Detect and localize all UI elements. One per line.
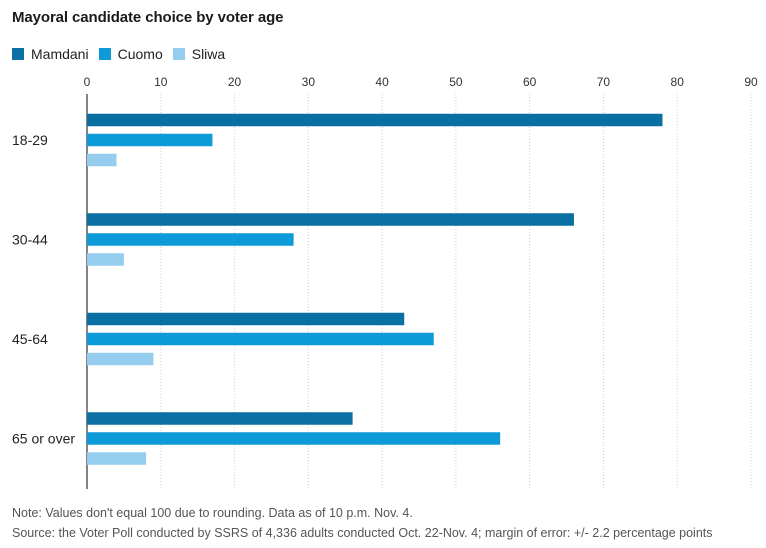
legend-swatch-sliwa	[172, 48, 185, 60]
category-label-65-or-over: 65 or over	[12, 431, 75, 447]
x-tick-label-10: 10	[154, 75, 168, 89]
bar-sliwa-18-29	[87, 153, 117, 167]
x-tick-label-40: 40	[375, 75, 389, 89]
category-label-45-64: 45-64	[12, 331, 48, 347]
bar-sliwa-30-44	[87, 253, 124, 266]
category-label-18-29: 18-29	[12, 132, 48, 148]
x-tick-label-90: 90	[744, 75, 758, 89]
legend-swatch-mamdani	[12, 48, 24, 60]
bar-mamdani-30-44	[87, 213, 574, 226]
x-tick-label-50: 50	[449, 75, 463, 89]
legend-label-cuomo: Cuomo	[117, 46, 163, 62]
legend-label-sliwa: Sliwa	[191, 46, 226, 62]
x-tick-label-0: 0	[84, 75, 91, 89]
x-tick-label-80: 80	[671, 75, 685, 89]
bar-mamdani-65-or-over	[87, 412, 353, 425]
bar-sliwa-65-or-over	[87, 452, 147, 465]
chart-notes: Note: Values don't equal 100 due to roun…	[12, 503, 713, 543]
category-label-30-44: 30-44	[12, 232, 48, 248]
x-tick-label-70: 70	[597, 75, 611, 89]
bar-mamdani-45-64	[87, 312, 405, 326]
bar-cuomo-18-29	[87, 133, 213, 147]
bar-sliwa-45-64	[87, 352, 154, 366]
x-tick-label-60: 60	[523, 75, 537, 89]
bar-chart: 0 10 20 30 40 50 60 70 80 90 18-29 30-44 45-64 65 or …	[12, 75, 758, 489]
legend-label-mamdani: Mamdani	[31, 46, 89, 62]
legend-swatch-cuomo	[98, 48, 111, 60]
chart-legend: Mamdani Cuomo Sliwa	[12, 46, 235, 62]
chart-title: Mayoral candidate choice by voter age	[12, 9, 284, 26]
legend-item-mamdani: Mamdani	[12, 46, 89, 62]
x-tick-label-20: 20	[228, 75, 242, 89]
note-text: Note: Values don't equal 100 due to roun…	[12, 506, 413, 520]
bar-cuomo-65-or-over	[87, 432, 501, 445]
bar-cuomo-30-44	[87, 233, 294, 246]
bar-cuomo-45-64	[87, 332, 434, 346]
legend-item-sliwa: Sliwa	[172, 46, 226, 62]
source-text: Source: the Voter Poll conducted by SSRS…	[12, 526, 713, 540]
x-tick-label-30: 30	[302, 75, 316, 89]
bar-mamdani-18-29	[87, 113, 663, 127]
legend-item-cuomo: Cuomo	[98, 46, 163, 62]
